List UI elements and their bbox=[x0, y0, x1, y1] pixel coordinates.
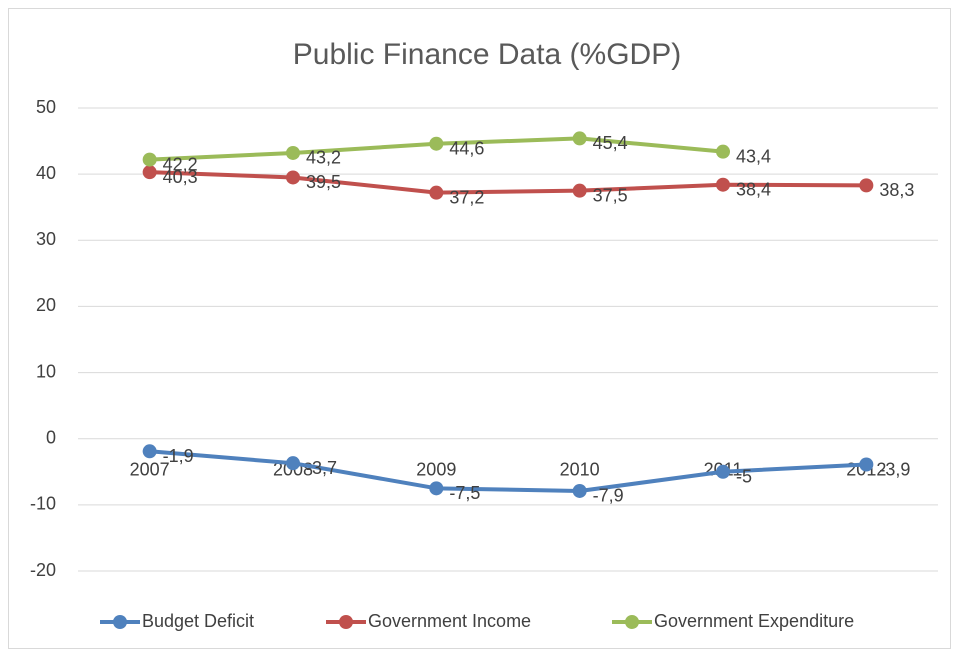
chart-border bbox=[8, 8, 951, 649]
legend-marker bbox=[625, 615, 639, 629]
data-label: 44,6 bbox=[449, 138, 484, 158]
data-label: 37,5 bbox=[593, 185, 628, 205]
data-label: -5 bbox=[736, 467, 752, 487]
data-point bbox=[142, 444, 157, 459]
data-label: -7,9 bbox=[593, 486, 624, 506]
data-point bbox=[142, 165, 157, 180]
data-point bbox=[429, 136, 444, 151]
data-point bbox=[859, 457, 874, 472]
data-label: -3,9 bbox=[879, 459, 910, 479]
data-label: -1,9 bbox=[163, 446, 194, 466]
y-tick-label: 0 bbox=[46, 427, 56, 447]
data-point bbox=[142, 152, 157, 167]
y-tick-label: 40 bbox=[36, 163, 56, 183]
data-label: -7,5 bbox=[449, 483, 480, 503]
data-label: 37,2 bbox=[449, 187, 484, 207]
data-point bbox=[286, 145, 300, 160]
data-label: 38,3 bbox=[879, 180, 914, 200]
y-tick-label: 50 bbox=[36, 97, 56, 117]
y-tick-label: 10 bbox=[36, 361, 56, 381]
x-tick-label: 2007 bbox=[130, 459, 170, 479]
legend-label: Government Expenditure bbox=[654, 611, 854, 631]
data-label: 42,2 bbox=[163, 154, 198, 174]
data-label: 43,2 bbox=[306, 148, 341, 168]
series-line bbox=[147, 449, 869, 493]
chart-title: Public Finance Data (%GDP) bbox=[293, 38, 681, 71]
data-label: 45,4 bbox=[593, 133, 628, 153]
legend-marker bbox=[339, 615, 353, 629]
data-point bbox=[572, 183, 587, 198]
legend-marker bbox=[113, 615, 127, 629]
data-label: 38,4 bbox=[736, 179, 771, 199]
data-point bbox=[572, 483, 587, 498]
data-label: -3,7 bbox=[306, 458, 337, 478]
data-point bbox=[429, 185, 444, 200]
data-label: 40,3 bbox=[163, 167, 198, 187]
data-point bbox=[716, 177, 730, 192]
data-label: 43,4 bbox=[736, 146, 771, 166]
legend-label: Government Income bbox=[368, 611, 531, 631]
data-point bbox=[286, 456, 300, 471]
y-tick-label: -20 bbox=[30, 560, 56, 580]
y-tick-label: 30 bbox=[36, 229, 56, 249]
x-tick-label: 2009 bbox=[416, 459, 456, 479]
data-point bbox=[286, 170, 300, 185]
x-tick-label: 2010 bbox=[560, 459, 600, 479]
data-label: 39,5 bbox=[306, 172, 341, 192]
data-point bbox=[716, 144, 730, 159]
data-point bbox=[572, 131, 587, 146]
legend-label: Budget Deficit bbox=[142, 611, 254, 631]
y-tick-label: -10 bbox=[30, 494, 56, 514]
data-point bbox=[716, 464, 730, 479]
y-tick-label: 20 bbox=[36, 295, 56, 315]
data-point bbox=[859, 178, 874, 193]
data-point bbox=[429, 481, 444, 496]
series-line bbox=[147, 170, 869, 195]
